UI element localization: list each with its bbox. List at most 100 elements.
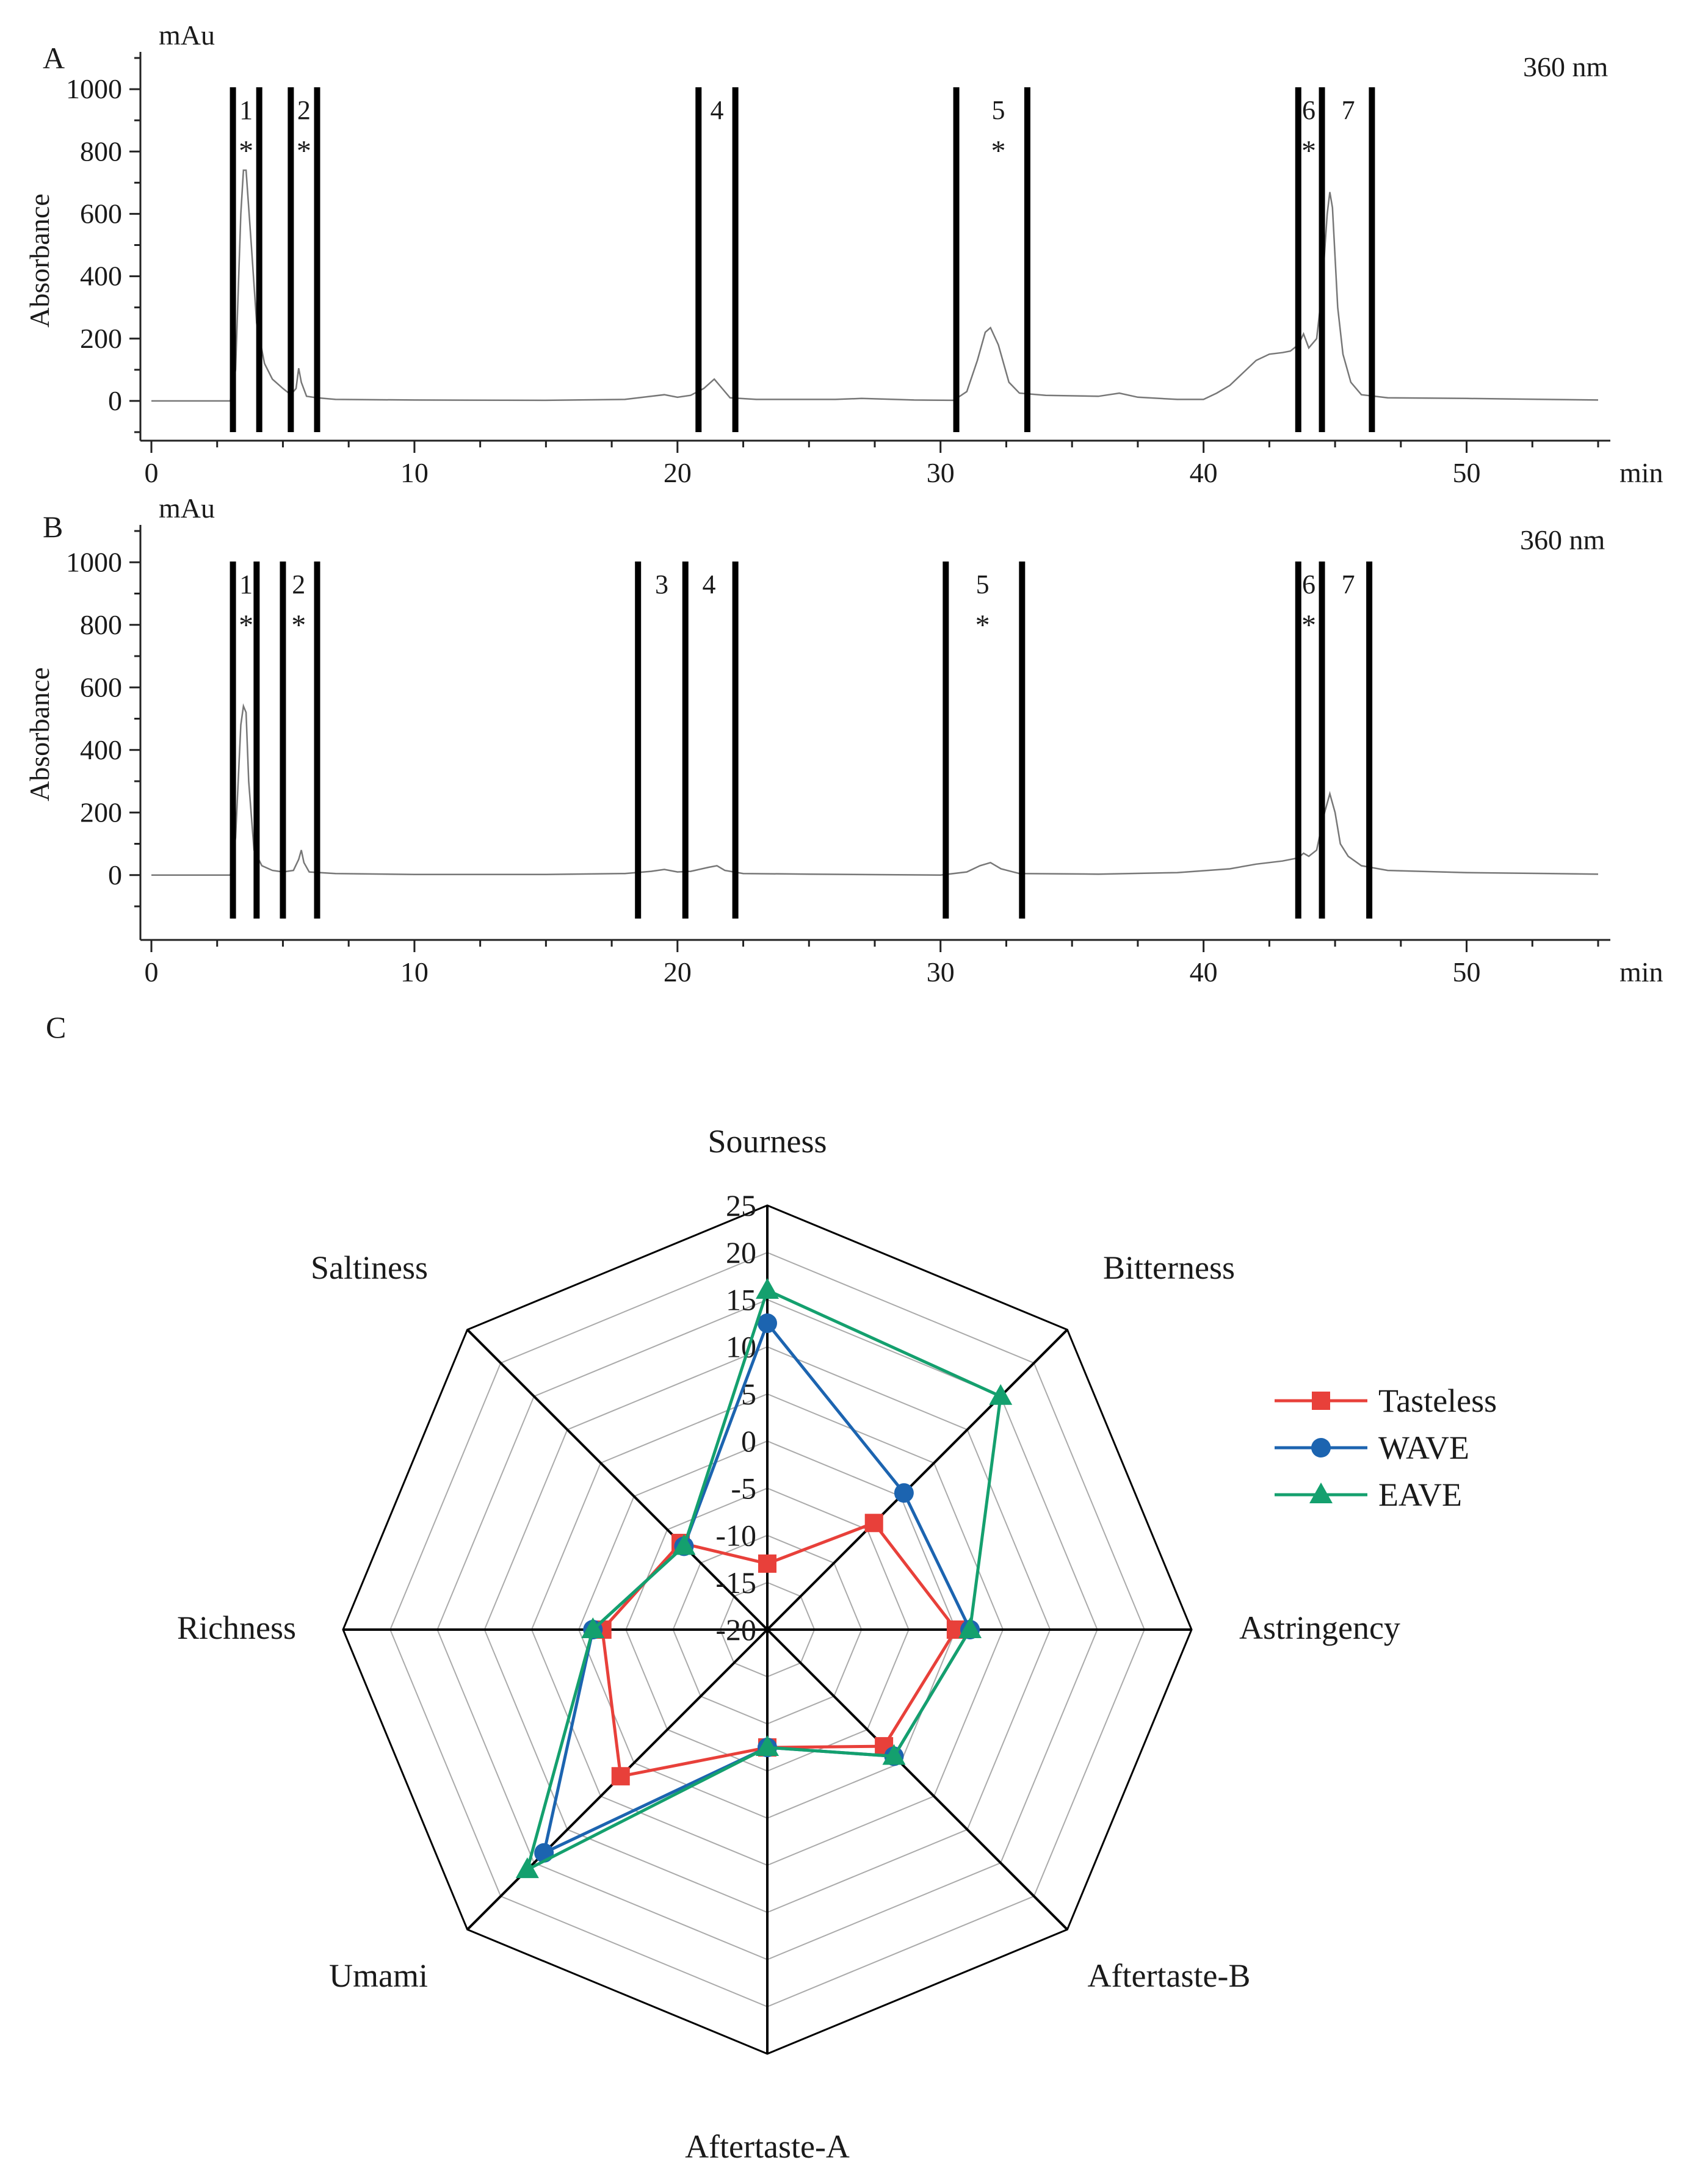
radar-point-tasteless bbox=[864, 1514, 883, 1533]
chrom-a-peak-label: 4 bbox=[710, 95, 723, 125]
chrom-b-x-unit: min bbox=[1619, 956, 1663, 988]
chrom-b-peak-star: * bbox=[291, 609, 306, 641]
legend-marker-wave bbox=[1311, 1438, 1331, 1457]
chrom-a-peak-star: * bbox=[297, 135, 311, 167]
radar-spoke bbox=[766, 1628, 1068, 1931]
legend-marker-tasteless bbox=[1312, 1392, 1330, 1410]
radar-legend: Tasteless WAVE EAVE bbox=[1275, 1382, 1497, 1513]
chrom-b-x-tick-label: 20 bbox=[664, 956, 692, 988]
legend-marker-eave bbox=[1309, 1483, 1333, 1503]
radar-point-eave bbox=[756, 1735, 779, 1757]
chrom-b-y-unit: mAu bbox=[159, 493, 215, 524]
radar-tick-label: -5 bbox=[731, 1471, 756, 1505]
legend-label-wave: WAVE bbox=[1378, 1429, 1469, 1466]
radar-axis-label: Umami bbox=[329, 1957, 428, 1994]
radar-tick-label: 20 bbox=[726, 1235, 756, 1270]
chrom-b-x-tick-label: 10 bbox=[400, 956, 429, 988]
radar-spoke bbox=[466, 1329, 769, 1631]
chrom-b-x-tick-label: 30 bbox=[927, 956, 955, 988]
radar-chart: -20-15-10-50510152025SournessBitternessA… bbox=[177, 1123, 1400, 2160]
chrom-b-peak-star: * bbox=[239, 609, 253, 641]
radar-point-tasteless bbox=[758, 1554, 776, 1573]
chrom-a-peak-star: * bbox=[991, 135, 1006, 167]
chrom-a-x-tick-label: 20 bbox=[664, 457, 692, 488]
radar-tick-label: 0 bbox=[741, 1424, 756, 1458]
panel-c-label: C bbox=[46, 1010, 66, 1044]
chrom-a-y-tick-label: 800 bbox=[80, 135, 122, 167]
chrom-a-peak-label: 1 bbox=[239, 95, 253, 125]
radar-point-eave bbox=[581, 1617, 605, 1638]
chromatogram-b: 0 200 400 600 800 1000 0 10 20 30 40 50 mAu min Absorb… bbox=[24, 493, 1663, 988]
chrom-b-y-tick-label: 0 bbox=[108, 859, 122, 890]
chrom-b-y-tick-label: 400 bbox=[80, 734, 122, 765]
radar-axis-label: Aftertaste-A bbox=[685, 2128, 850, 2160]
radar-series-wave bbox=[541, 1320, 972, 1856]
chrom-a-peak-label: 2 bbox=[297, 95, 311, 125]
legend-label-tasteless: Tasteless bbox=[1378, 1382, 1497, 1419]
radar-tick-label: 25 bbox=[726, 1188, 756, 1223]
chrom-b-peak-label: 6 bbox=[1302, 569, 1315, 599]
chrom-a-peak-label: 5 bbox=[992, 95, 1005, 125]
chrom-a-y-axis-title: Absorbance bbox=[24, 193, 55, 328]
chrom-b-trace bbox=[151, 703, 1599, 876]
radar-axis-label: Astringency bbox=[1239, 1609, 1400, 1646]
chromatogram-a: 0 200 400 600 800 1000 0 10 20 30 40 50 mAu min Absorb… bbox=[24, 20, 1663, 488]
chrom-b-y-tick-label: 600 bbox=[80, 671, 122, 703]
radar-series-tasteless bbox=[601, 1521, 958, 1779]
chrom-a-peak-star: * bbox=[239, 135, 253, 167]
chrom-a-x-unit: min bbox=[1619, 457, 1663, 488]
radar-axis-label: Saltiness bbox=[311, 1249, 428, 1286]
chrom-a-y-tick-label: 400 bbox=[80, 261, 122, 292]
legend-label-eave: EAVE bbox=[1378, 1476, 1462, 1513]
chrom-b-y-tick-label: 1000 bbox=[66, 546, 122, 577]
chrom-a-y-tick-label: 1000 bbox=[66, 73, 122, 104]
radar-spoke bbox=[766, 1329, 1068, 1631]
radar-point-eave bbox=[672, 1534, 696, 1555]
radar-tick-label: 5 bbox=[741, 1377, 756, 1411]
chrom-a-y-tick-label: 600 bbox=[80, 198, 122, 229]
chrom-b-y-axis-title: Absorbance bbox=[24, 667, 55, 801]
chrom-a-peak-label: 7 bbox=[1342, 95, 1355, 125]
chrom-a-peak-label: 6 bbox=[1302, 95, 1315, 125]
chrom-b-peak-star: * bbox=[975, 609, 990, 641]
chrom-b-y-tick-label: 200 bbox=[80, 796, 122, 828]
radar-point-tasteless bbox=[611, 1767, 630, 1786]
chrom-b-peak-star: * bbox=[1301, 609, 1316, 641]
chrom-b-y-tick-label: 800 bbox=[80, 609, 122, 640]
chrom-a-y-tick-label: 200 bbox=[80, 323, 122, 354]
radar-point-eave bbox=[515, 1857, 539, 1879]
chrom-b-peak-label: 3 bbox=[655, 569, 668, 599]
radar-axis-label: Bitterness bbox=[1103, 1249, 1235, 1286]
radar-axis-label: Sourness bbox=[707, 1123, 827, 1160]
radar-tick-label: -20 bbox=[715, 1613, 756, 1647]
chrom-b-peak-label: 7 bbox=[1342, 569, 1355, 599]
chrom-b-peak-label: 1 bbox=[239, 569, 253, 599]
radar-point-eave bbox=[958, 1617, 982, 1638]
radar-tick-label: -15 bbox=[715, 1566, 756, 1600]
chrom-b-peak-label: 4 bbox=[703, 569, 716, 599]
chrom-b-wavelength: 360 nm bbox=[1520, 524, 1605, 555]
radar-point-wave bbox=[894, 1483, 914, 1503]
chrom-a-x-tick-label: 50 bbox=[1453, 457, 1481, 488]
chrom-b-x-tick-label: 50 bbox=[1453, 956, 1481, 988]
radar-point-eave bbox=[882, 1744, 906, 1765]
chrom-a-peak-star: * bbox=[1301, 135, 1316, 167]
chrom-a-x-tick-label: 0 bbox=[145, 457, 159, 488]
chrom-a-x-tick-label: 10 bbox=[400, 457, 429, 488]
chrom-b-peak-label: 5 bbox=[976, 569, 990, 599]
chrom-a-y-unit: mAu bbox=[159, 20, 215, 51]
chrom-a-wavelength: 360 nm bbox=[1523, 51, 1608, 82]
radar-point-wave bbox=[758, 1313, 777, 1334]
panel-a-label: A bbox=[43, 41, 65, 75]
chrom-a-x-tick-label: 40 bbox=[1190, 457, 1218, 488]
radar-axis-label: Richness bbox=[177, 1609, 296, 1646]
chrom-a-trace bbox=[151, 169, 1599, 402]
chrom-a-y-tick-label: 0 bbox=[108, 385, 122, 416]
panel-b-label: B bbox=[43, 510, 63, 544]
chrom-b-peak-label: 2 bbox=[292, 569, 305, 599]
radar-series-eave bbox=[524, 1288, 1002, 1873]
radar-tick-label: 15 bbox=[726, 1282, 756, 1317]
radar-point-eave bbox=[756, 1278, 779, 1299]
radar-tick-label: -10 bbox=[715, 1519, 756, 1553]
